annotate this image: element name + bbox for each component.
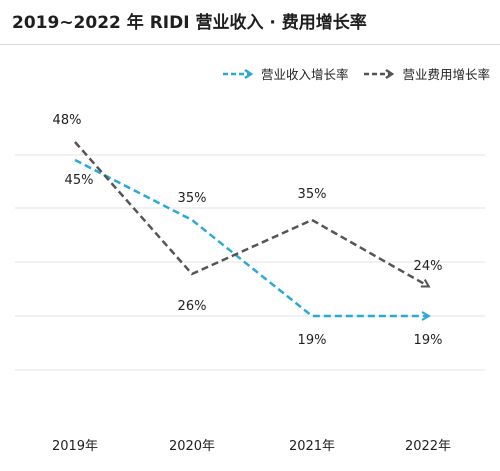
data-label-s1-3: 24% — [414, 259, 443, 274]
legend-swatch-revenue — [222, 68, 254, 79]
data-label-s0-1: 35% — [178, 191, 207, 206]
title-divider — [0, 44, 500, 45]
data-label-s1-0: 48% — [53, 113, 82, 128]
legend-swatch-expense — [364, 68, 395, 79]
x-tick-label-1: 2020年 — [169, 439, 215, 454]
data-label-s1-2: 35% — [298, 187, 327, 202]
legend-label-expense: 营业费用增长率 — [402, 67, 490, 82]
x-tick-label-2: 2021年 — [289, 439, 335, 454]
data-label-s0-2: 19% — [298, 333, 327, 348]
legend-label-revenue: 营业收入增长率 — [260, 67, 349, 82]
legend: 营业收入增长率 营业费用增长率 — [207, 64, 490, 83]
x-tick-label-0: 2019年 — [52, 439, 98, 454]
legend-item-expense: 营业费用增长率 — [362, 64, 490, 83]
x-tick-label-3: 2022年 — [405, 439, 451, 454]
series-line-0 — [74, 158, 432, 321]
data-label-s0-3: 19% — [414, 333, 443, 348]
chart-title: 2019~2022 年 RIDI 营业收入 · 费用增长率 — [12, 13, 367, 33]
data-label-s1-1: 26% — [178, 299, 207, 314]
series-line-1 — [74, 141, 431, 288]
data-label-s0-0: 45% — [65, 173, 94, 188]
legend-item-revenue: 营业收入增长率 — [221, 64, 349, 83]
